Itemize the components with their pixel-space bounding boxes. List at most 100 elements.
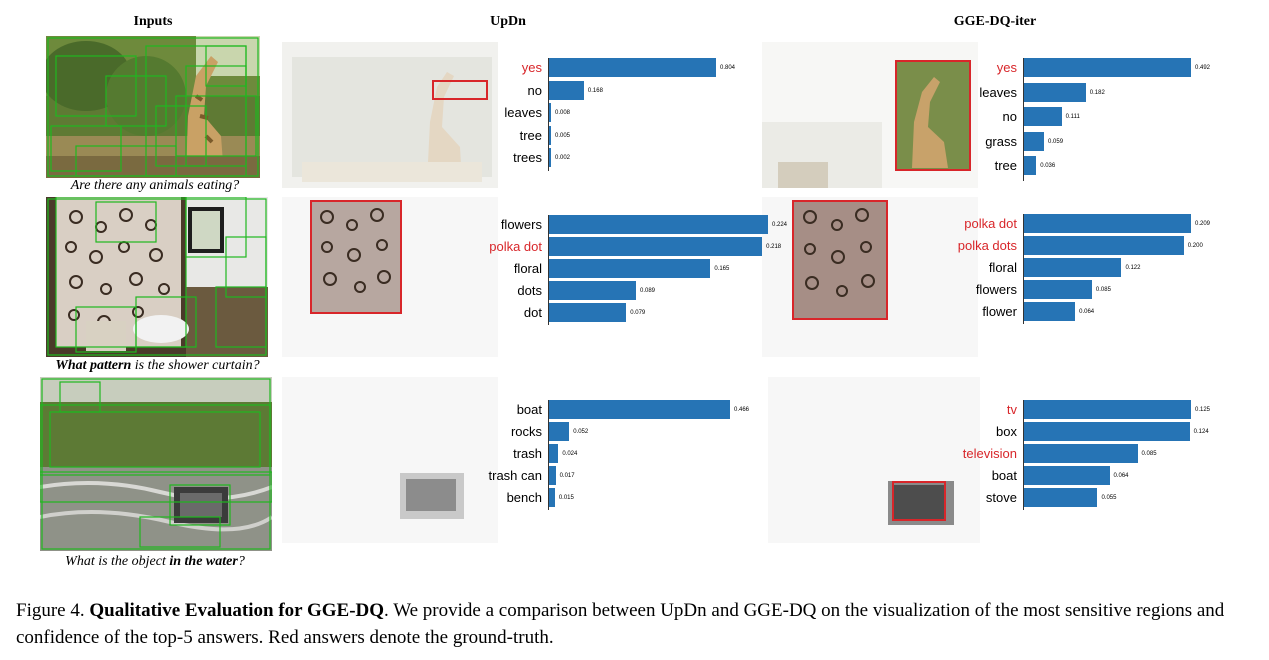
answer-label: tv (1006, 402, 1017, 417)
chart-axis (548, 58, 549, 171)
answer-value-label: 0.165 (714, 266, 730, 272)
answer-bar (549, 148, 551, 167)
answer-label: floral (988, 260, 1017, 275)
question-row-2: What pattern is the shower curtain? (55, 358, 260, 373)
answer-value-label: 0.008 (555, 110, 571, 116)
answer-value-label: 0.064 (1079, 309, 1095, 315)
answer-value-label: 0.492 (1195, 65, 1211, 71)
answer-bar (549, 466, 556, 485)
caption-prefix: Figure 4. (16, 600, 90, 621)
answer-label: yes (996, 60, 1017, 75)
updn-attention-box-row-1 (432, 80, 488, 100)
answer-bar (1024, 156, 1037, 175)
ggedq-attention-box-row-1 (895, 60, 971, 171)
input-image-water (40, 377, 272, 551)
answer-label: trees (513, 150, 542, 165)
answer-bar (549, 125, 551, 145)
answer-label: flowers (975, 282, 1017, 297)
answer-value-label: 0.125 (1195, 407, 1211, 413)
answer-value-label: 0.017 (559, 473, 575, 479)
answer-label: boat (516, 402, 542, 417)
input-image-shower-curtain (46, 197, 268, 357)
question-row-1: Are there any animals eating? (70, 178, 240, 193)
answer-bar (549, 259, 711, 278)
answer-label: television (962, 446, 1017, 461)
answer-bar (1024, 280, 1092, 299)
answer-value-label: 0.224 (772, 222, 788, 228)
answer-bar (549, 237, 763, 256)
answer-value-label: 0.024 (562, 451, 578, 457)
answer-value-label: 0.036 (1040, 163, 1056, 169)
answer-label: floral (513, 261, 542, 276)
answer-bar (1024, 258, 1122, 277)
answer-bar (1024, 466, 1110, 485)
answer-value-label: 0.168 (587, 87, 603, 94)
answer-bar (1024, 488, 1098, 507)
answer-value-label: 0.218 (766, 244, 782, 250)
answer-bar (549, 80, 584, 100)
answer-value-label: 0.085 (1095, 287, 1111, 293)
answer-label: boat (991, 468, 1017, 483)
answer-bar (549, 488, 555, 507)
chart-axis (548, 400, 549, 510)
answer-bar (549, 422, 570, 441)
ggedq-attention-map-water (768, 377, 980, 543)
answer-bar (1024, 214, 1191, 233)
answer-bar (1024, 400, 1191, 419)
answer-label: flower (982, 304, 1017, 319)
updn-column-title: UpDn (490, 14, 526, 29)
ggedq-attention-box-row-3 (892, 481, 946, 521)
answer-bar (1024, 82, 1086, 102)
answer-bar (549, 400, 730, 419)
updn-attention-box-row-2 (310, 200, 402, 314)
figure-caption: Figure 4. Qualitative Evaluation for GGE… (16, 597, 1261, 651)
answer-label: tree (519, 127, 542, 143)
answer-value-label: 0.055 (1101, 495, 1117, 501)
answer-bar (549, 303, 627, 322)
answer-bar (1024, 444, 1138, 463)
answer-label: trash (513, 446, 542, 461)
answer-value-label: 0.804 (720, 65, 736, 71)
answer-value-label: 0.111 (1065, 114, 1080, 120)
answer-label: bench (506, 490, 542, 505)
chart-axis (1023, 400, 1024, 510)
answer-bar (549, 103, 551, 122)
caption-bold: Qualitative Evaluation for GGE-DQ (89, 600, 385, 621)
updn-attention-map-water (282, 377, 498, 543)
input-image-giraffe (46, 36, 260, 178)
answer-bar (1024, 302, 1076, 321)
answer-label: no (527, 82, 542, 98)
answer-label: box (996, 424, 1017, 439)
answer-value-label: 0.209 (1195, 221, 1211, 227)
question-row-3: What is the object in the water? (65, 554, 245, 569)
answer-value-label: 0.200 (1187, 243, 1203, 249)
answer-value-label: 0.064 (1113, 473, 1129, 479)
answer-value-label: 0.052 (573, 429, 589, 435)
answer-value-label: 0.122 (1125, 265, 1141, 271)
answer-label: polka dot (489, 239, 542, 254)
answer-bar (1024, 107, 1062, 126)
answer-bar (549, 444, 559, 463)
answer-value-label: 0.089 (640, 288, 656, 294)
answer-label: flowers (500, 217, 542, 232)
answer-label: leaves (504, 105, 542, 120)
answer-bar (549, 58, 716, 77)
updn-attention-map-giraffe (282, 42, 498, 188)
chart-axis (1023, 214, 1024, 324)
answer-label: grass (985, 133, 1017, 149)
answer-label: trash can (488, 468, 542, 483)
answer-bar (1024, 131, 1045, 151)
answer-bar (1024, 58, 1191, 77)
answer-label: polka dot (964, 216, 1017, 231)
answer-value-label: 0.015 (558, 495, 574, 501)
answer-bar (1024, 422, 1190, 441)
answer-label: yes (521, 60, 542, 75)
answer-label: dot (523, 305, 542, 320)
answer-label: tree (994, 158, 1017, 173)
answer-value-label: 0.079 (630, 310, 646, 316)
chart-axis (1023, 58, 1024, 181)
ggedq-attention-box-row-2 (792, 200, 888, 320)
answer-value-label: 0.466 (734, 407, 750, 413)
answer-label: leaves (979, 84, 1017, 100)
updn-attention-map-curtain (282, 197, 498, 357)
